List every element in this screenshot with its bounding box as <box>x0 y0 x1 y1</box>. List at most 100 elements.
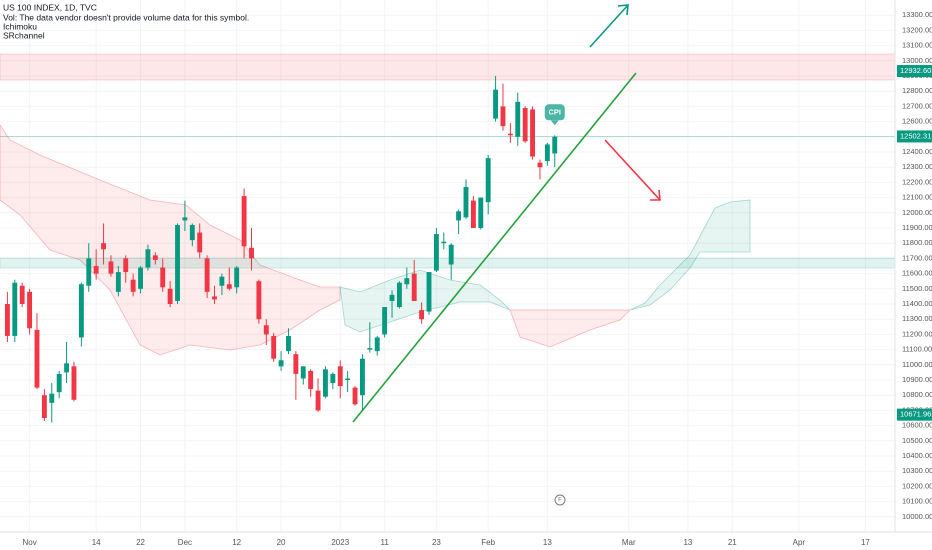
x-tick-label: Mar <box>622 538 636 547</box>
candle-body <box>463 186 469 218</box>
ichimoku-cloud <box>629 199 751 311</box>
candle-body <box>49 393 55 403</box>
x-tick-label: Feb <box>481 538 495 547</box>
candle-body <box>493 89 499 119</box>
candle-body <box>396 282 402 308</box>
candle-body <box>315 390 321 411</box>
candle-body <box>4 304 10 336</box>
price-tag <box>897 65 932 78</box>
candle-body <box>12 282 18 336</box>
candle-body <box>411 273 417 301</box>
candle-body <box>352 387 358 405</box>
candle-body <box>485 158 491 203</box>
candle-body <box>108 261 114 274</box>
candle-body <box>300 366 306 379</box>
candle-body <box>34 329 40 388</box>
candle-body <box>367 348 373 350</box>
y-tick-label: 10000.00 <box>902 512 932 521</box>
y-tick-label: 13000.00 <box>902 56 932 65</box>
y-tick-label: 11900.00 <box>902 223 932 232</box>
x-tick-label: Apr <box>793 538 806 547</box>
candle-body <box>456 211 462 221</box>
price-tag <box>897 408 932 421</box>
y-tick-label: 13300.00 <box>902 10 932 19</box>
annotation-bubble <box>544 104 565 121</box>
x-tick-label: 13 <box>683 538 692 547</box>
candle-body <box>160 267 166 288</box>
axes: 10000.00 10100.00 10200.00 10300.00 10400.00… <box>22 10 932 547</box>
ichimoku-cloud <box>509 309 631 348</box>
x-tick-label: 23 <box>432 538 441 547</box>
candle-body <box>293 354 299 374</box>
price-tag-label: 10671.96 <box>900 410 931 419</box>
candle-body <box>286 335 291 352</box>
candle-body <box>86 258 92 286</box>
candle-body <box>544 144 550 162</box>
y-tick-label: 12100.00 <box>902 193 932 202</box>
arrow <box>604 139 661 201</box>
legend-line: Ichimoku <box>3 21 37 31</box>
y-tick-label: 11400.00 <box>902 299 932 308</box>
candle-body <box>130 279 136 292</box>
candle-body <box>374 337 380 352</box>
candle-body <box>507 133 513 136</box>
candle-body <box>189 224 195 241</box>
y-tick-label: 11700.00 <box>902 253 932 262</box>
event-icon-label: F <box>558 498 562 504</box>
candle-body <box>167 288 173 304</box>
candle-body <box>175 224 180 301</box>
candle-body <box>278 360 284 367</box>
y-tick-label: 13100.00 <box>902 41 932 50</box>
y-tick-label: 11000.00 <box>902 360 932 369</box>
y-tick-label: 11300.00 <box>902 314 932 323</box>
y-tick-label: 10500.00 <box>902 436 932 445</box>
candle-body <box>552 136 558 154</box>
annotation: CPI <box>548 107 561 116</box>
candle-body <box>19 285 25 304</box>
y-tick-label: 10300.00 <box>902 466 932 475</box>
y-tick-label: 11800.00 <box>902 238 932 247</box>
y-tick-label: 12000.00 <box>902 208 932 217</box>
candle-body <box>478 197 484 228</box>
x-tick-label: 11 <box>380 538 389 547</box>
y-tick-label: 10600.00 <box>902 421 932 430</box>
trend-line <box>352 72 637 423</box>
candle-body <box>345 378 351 380</box>
candle-body <box>382 307 388 335</box>
arrow-head <box>617 4 629 16</box>
legend-line: Vol: The data vendor doesn't provide vol… <box>3 12 249 22</box>
sr-zone <box>0 53 896 81</box>
y-tick-label: 12200.00 <box>902 177 932 186</box>
y-tick-label: 10800.00 <box>902 390 932 399</box>
candle-body <box>263 325 269 335</box>
y-tick-label: 12800.00 <box>902 86 932 95</box>
ichimoku-cloud <box>0 124 341 356</box>
candle-body <box>226 284 232 289</box>
candle-body <box>441 241 447 244</box>
y-tick-label: 12300.00 <box>902 162 932 171</box>
y-tick-label: 10900.00 <box>902 375 932 384</box>
candle-body <box>115 272 121 292</box>
candle-body <box>101 243 106 250</box>
x-tick-label: 20 <box>277 538 286 547</box>
candle-body <box>256 281 262 320</box>
x-tick-label: Nov <box>22 538 36 547</box>
candle-body <box>138 267 143 289</box>
event-icon[interactable] <box>554 494 566 506</box>
candle-body <box>56 373 62 393</box>
candle-body <box>152 255 158 260</box>
candle-body <box>182 217 188 221</box>
candle-body <box>359 358 365 396</box>
candle-body <box>330 373 336 384</box>
candle-body <box>71 366 77 400</box>
candles: CPI <box>0 76 895 423</box>
candle-body <box>219 276 225 286</box>
x-tick-label: 22 <box>136 538 145 547</box>
grid <box>0 0 895 532</box>
candle-body <box>389 294 395 301</box>
candle-body <box>426 272 432 312</box>
candle-body <box>537 162 543 168</box>
candle-body <box>234 267 240 288</box>
candle-body <box>204 258 210 292</box>
candle-body <box>123 258 129 273</box>
